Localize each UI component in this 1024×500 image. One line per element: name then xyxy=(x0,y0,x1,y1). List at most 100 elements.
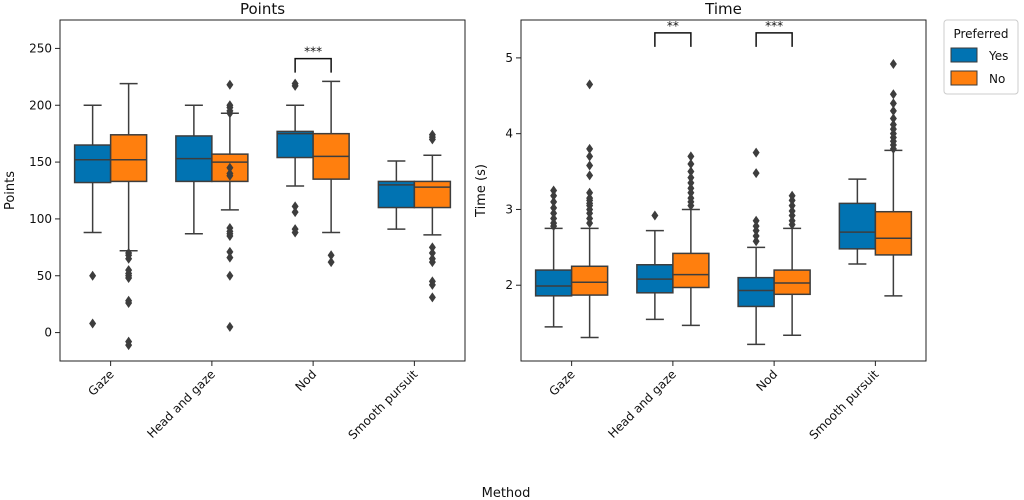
outlier-point xyxy=(89,270,97,281)
y-tick-label: 50 xyxy=(37,269,52,283)
box-yes-1 xyxy=(636,210,674,321)
outlier-point xyxy=(428,257,436,268)
legend-swatch-yes xyxy=(950,47,978,63)
outlier-point xyxy=(586,218,594,229)
box-yes-3 xyxy=(838,178,877,265)
y-axis-label: Time (s) xyxy=(474,164,489,218)
box-body xyxy=(874,210,913,256)
box-no-1 xyxy=(672,151,710,327)
outlier-point xyxy=(428,279,436,290)
outlier-point xyxy=(125,253,133,264)
outlier-point xyxy=(889,113,897,124)
box-no-0 xyxy=(109,82,148,351)
y-tick-label: 5 xyxy=(505,51,513,65)
panel-title: Points xyxy=(240,0,285,18)
box-body xyxy=(276,130,314,159)
box-no-0 xyxy=(570,79,609,339)
box-yes-1 xyxy=(175,104,213,235)
significance-bracket xyxy=(294,57,332,73)
outlier-point xyxy=(586,170,594,181)
outlier-point xyxy=(586,208,594,219)
outlier-point xyxy=(651,210,659,221)
y-tick-label: 3 xyxy=(505,202,513,216)
outlier-point xyxy=(788,210,796,221)
x-tick-label: Smooth pursuit xyxy=(806,367,881,442)
outlier-point xyxy=(226,162,234,173)
outlier-point xyxy=(586,79,594,90)
legend-swatch-no xyxy=(950,70,978,86)
outlier-point xyxy=(586,151,594,162)
x-tick-label: Nod xyxy=(753,367,780,394)
box-body xyxy=(109,134,148,183)
outlier-point xyxy=(125,298,133,309)
outlier-point xyxy=(226,270,234,281)
outlier-point xyxy=(291,207,299,218)
outlier-point xyxy=(550,202,558,213)
y-tick-label: 100 xyxy=(29,212,52,226)
box-body xyxy=(570,265,609,296)
outlier-point xyxy=(550,221,558,232)
significance-label: ** xyxy=(667,19,679,33)
y-tick-label: 250 xyxy=(29,41,52,55)
outlier-point xyxy=(889,143,897,154)
outlier-point xyxy=(889,105,897,116)
box-no-3 xyxy=(413,129,452,303)
outlier-point xyxy=(752,230,760,241)
x-tick-label: Gaze xyxy=(85,367,116,398)
outlier-point xyxy=(550,196,558,207)
figure-xlabel: Method xyxy=(482,486,531,500)
y-tick-label: 4 xyxy=(505,127,513,141)
box-no-2 xyxy=(773,190,811,336)
x-tick-label: Smooth pursuit xyxy=(345,367,420,442)
y-tick-label: 150 xyxy=(29,155,52,169)
outlier-point xyxy=(752,215,760,226)
outlier-point xyxy=(687,172,695,183)
plot-frame xyxy=(59,19,466,362)
outlier-point xyxy=(226,321,234,332)
box-yes-0 xyxy=(73,104,112,329)
box-body xyxy=(73,144,112,184)
outlier-point xyxy=(752,147,760,158)
outlier-point xyxy=(428,242,436,253)
box-yes-3 xyxy=(377,160,416,230)
box-body xyxy=(534,269,573,297)
outlier-point xyxy=(550,208,558,219)
y-tick-label: 0 xyxy=(44,326,52,340)
outlier-point xyxy=(586,143,594,154)
outlier-point xyxy=(428,292,436,303)
outlier-point xyxy=(226,170,234,181)
x-tick-label: Head and gaze xyxy=(144,367,218,441)
outlier-point xyxy=(125,340,133,351)
significance-bracket xyxy=(755,32,793,47)
panel-points: Points 0 50 100 150 200 250 Points *** Gaze Head a… xyxy=(3,0,466,442)
y-tick-label: 2 xyxy=(505,278,513,292)
legend-title: Preferred xyxy=(953,27,1008,41)
outlier-point xyxy=(687,200,695,211)
outlier-point xyxy=(291,227,299,238)
significance-label: *** xyxy=(304,45,322,59)
outlier-point xyxy=(687,187,695,198)
x-tick-label: Gaze xyxy=(546,367,577,398)
outlier-point xyxy=(752,225,760,236)
legend-label-no: No xyxy=(989,72,1005,86)
outlier-point xyxy=(327,257,335,268)
outlier-point xyxy=(586,160,594,171)
significance-bracket xyxy=(654,32,692,47)
y-axis-label: Points xyxy=(3,171,18,210)
outlier-point xyxy=(889,58,897,69)
outlier-point xyxy=(687,151,695,162)
outlier-point xyxy=(226,230,234,241)
outlier-point xyxy=(89,318,97,329)
outlier-point xyxy=(550,185,558,196)
outlier-point xyxy=(226,79,234,90)
outlier-point xyxy=(687,177,695,188)
outlier-point xyxy=(889,98,897,109)
plot-frame xyxy=(520,19,927,362)
outlier-point xyxy=(788,195,796,206)
outlier-point xyxy=(687,158,695,169)
outlier-point xyxy=(226,246,234,257)
outlier-point xyxy=(889,89,897,100)
legend-label-yes: Yes xyxy=(988,49,1008,63)
